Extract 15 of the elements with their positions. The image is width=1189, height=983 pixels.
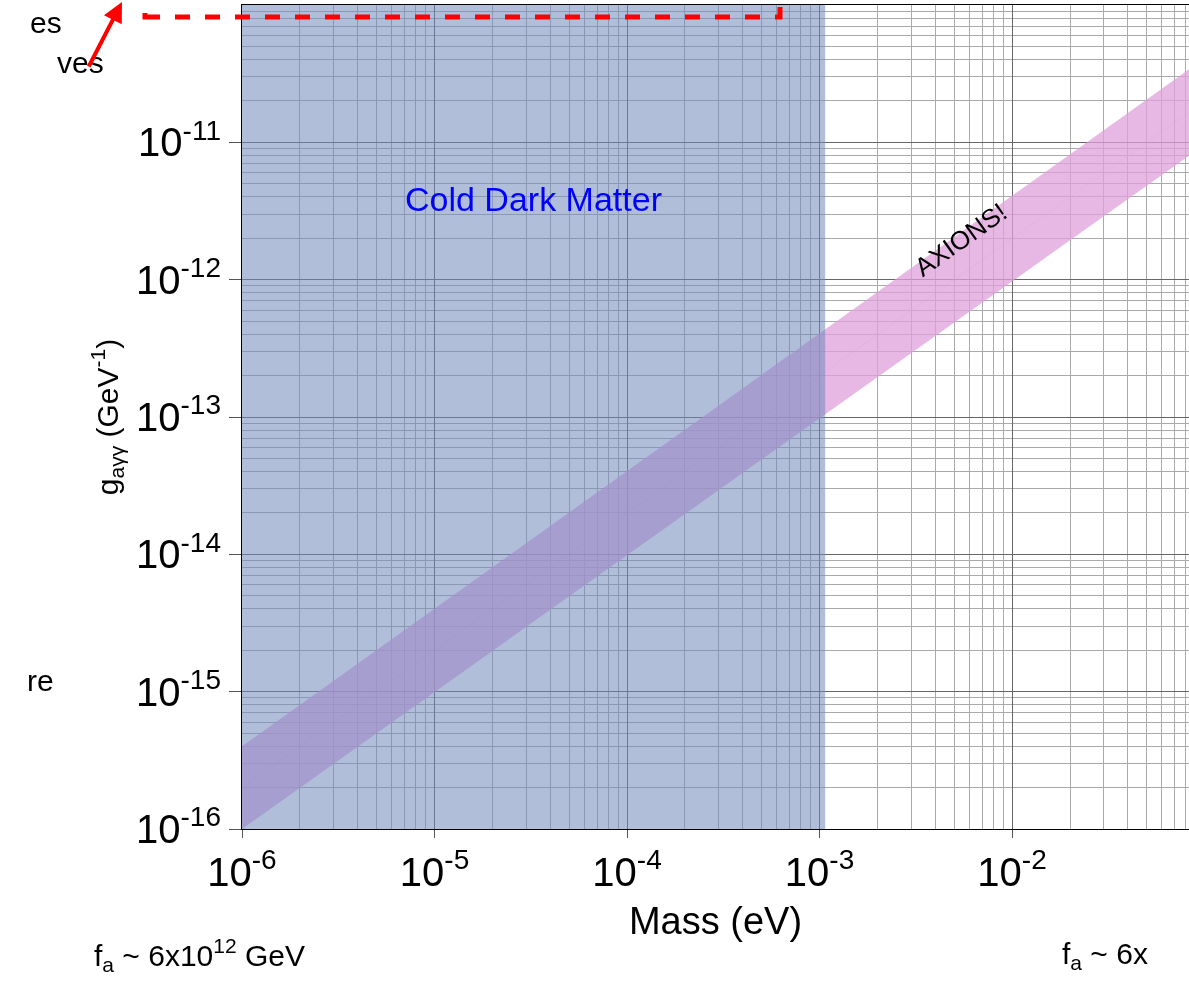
x-tick-label: 10$^{-3}$ [784,844,855,894]
y-tick-label: 10$^{-14}$ [136,526,221,577]
text: f$_{a}$ ~ 6x10$^{12}$ GeV [94,934,306,976]
y-tick-label: 10$^{-13}$ [136,389,221,439]
y-tick-label: 10$^{-12}$ [136,251,221,302]
y-tick-label: 10$^{-11}$ [138,114,221,165]
x-axis-title: Mass (eV) [628,900,803,943]
x-tick-label: 10$^{-5}$ [399,844,470,894]
band-label: Cold Dark Matter [405,180,662,218]
text: es [30,6,62,39]
x-tick-label: 10$^{-2}$ [977,844,1047,894]
text: re [27,664,54,697]
text: f$_{a}$ ~ 6x [1062,937,1148,975]
y-tick-label: 10$^{-15}$ [136,663,221,714]
x-tick-label: 10$^{-4}$ [592,844,662,894]
